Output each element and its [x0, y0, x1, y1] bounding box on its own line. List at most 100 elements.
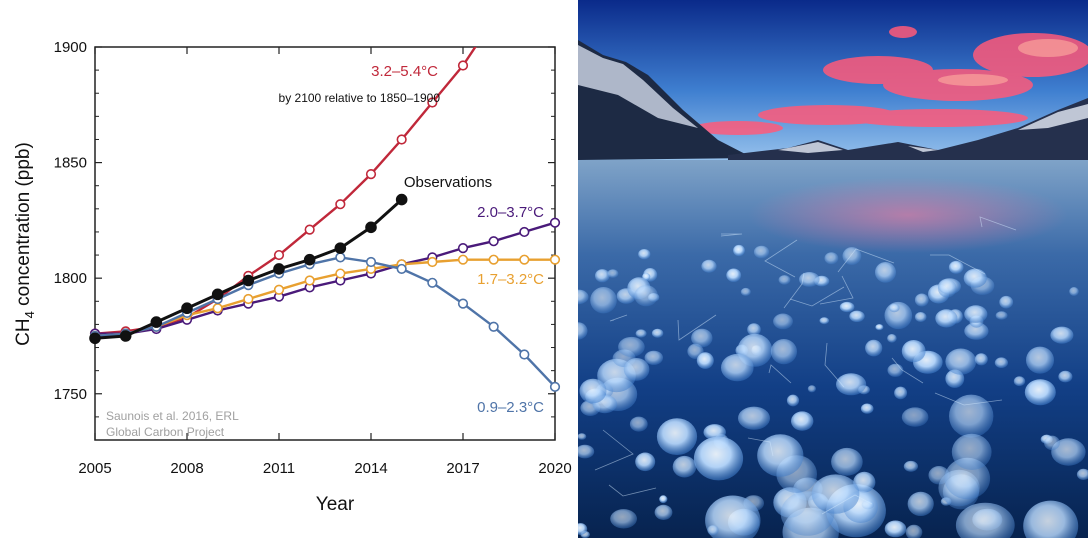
data-point [151, 317, 161, 327]
reflection [748, 177, 1068, 253]
y-axis-label-rest: concentration (ppb) [13, 142, 34, 311]
methane-bubble [889, 304, 900, 312]
methane-bubble [1044, 436, 1060, 451]
source-line-1: Saunois et al. 2016, ERL [106, 409, 239, 423]
data-point [274, 264, 284, 274]
data-point [397, 135, 406, 144]
methane-bubble [836, 373, 866, 395]
methane-bubble [902, 407, 929, 426]
methane-bubble [902, 340, 926, 362]
methane-bubble [999, 296, 1013, 309]
methane-bubble [964, 305, 987, 323]
methane-bubble [995, 357, 1008, 368]
methane-bubble [635, 453, 655, 472]
data-point [551, 255, 560, 264]
data-point [213, 289, 223, 299]
data-point [428, 279, 437, 288]
data-point [520, 255, 529, 264]
methane-bubble [938, 279, 957, 297]
methane-bubble [935, 309, 957, 327]
data-point [489, 237, 498, 246]
x-tick-label: 2005 [78, 460, 111, 477]
methane-bubble [908, 492, 934, 516]
series-label-mid-high: 2.0–3.7°C [477, 204, 544, 221]
series-label-low: 0.9–2.3°C [477, 399, 544, 416]
data-point [305, 276, 314, 285]
chart-subtitle: by 2100 relative to 1850–1900 [279, 91, 441, 105]
data-point [459, 299, 468, 308]
methane-bubble [1014, 376, 1025, 386]
data-point [121, 331, 131, 341]
y-tick-label: 1900 [54, 39, 87, 56]
data-point [397, 265, 406, 274]
methane-bubble [657, 418, 697, 455]
methane-bubble [741, 288, 751, 296]
methane-bubble [904, 461, 918, 472]
methane-bubble [885, 521, 907, 538]
methane-bubble [915, 294, 929, 307]
methane-bubble [771, 339, 797, 364]
methane-bubble [787, 395, 799, 407]
methane-bubble [707, 525, 718, 535]
methane-chart-panel: 2005 2008 2011 2014 2017 2020 1750 1800 1850 1900… [0, 0, 578, 538]
y-tick-label: 1750 [54, 386, 87, 403]
methane-bubble [1069, 287, 1079, 296]
methane-bubble [894, 387, 907, 400]
data-point [366, 222, 376, 232]
data-point [459, 61, 468, 70]
methane-bubble [655, 505, 673, 520]
methane-bubble [799, 272, 820, 287]
data-point [305, 255, 315, 265]
methane-bubble [1050, 327, 1073, 344]
source-line-2: Global Carbon Project [106, 425, 225, 439]
methane-bubble [949, 395, 993, 438]
methane-bubble [607, 269, 618, 278]
data-point [551, 218, 560, 227]
methane-bubble [831, 448, 863, 476]
data-point [489, 15, 498, 24]
methane-bubble [636, 329, 647, 337]
methane-bubble [694, 437, 743, 481]
methane-bubble [721, 354, 754, 381]
methane-bubble [726, 269, 741, 282]
methane-bubble [645, 351, 663, 365]
data-point [459, 255, 468, 264]
data-point [367, 258, 376, 267]
methane-bubble [610, 509, 637, 528]
x-tick-label: 2014 [354, 460, 387, 477]
methane-bubble [652, 329, 663, 338]
y-tick-label: 1800 [54, 270, 87, 287]
methane-bubble [915, 312, 927, 322]
methane-bubble [849, 311, 864, 322]
methane-bubble [996, 311, 1008, 319]
series-label-high: 3.2–5.4°C [371, 63, 438, 80]
methane-bubble [1058, 371, 1072, 383]
data-point [520, 350, 529, 359]
methane-bubble [590, 287, 617, 313]
series-label-mid-low: 1.7–3.2°C [477, 271, 544, 288]
methane-bubble [754, 246, 769, 259]
methane-bubble [964, 269, 987, 288]
methane-bubble [691, 329, 712, 348]
methane-bubble [861, 404, 874, 414]
methane-bubble [638, 249, 650, 259]
data-point [335, 243, 345, 253]
methane-bubble [1026, 347, 1054, 374]
y-axis-label: CH4 concentration (ppb) [13, 142, 37, 346]
methane-bubble [1025, 379, 1056, 405]
methane-bubble [791, 411, 813, 430]
methane-chart: 2005 2008 2011 2014 2017 2020 1750 1800 1850 1900… [0, 0, 578, 538]
data-point [243, 275, 253, 285]
methane-bubble [952, 434, 992, 470]
x-tick-label: 2011 [263, 460, 295, 477]
series-label-observations: Observations [404, 174, 492, 191]
data-point [305, 225, 314, 234]
x-tick-label: 2017 [446, 460, 479, 477]
methane-bubble [812, 474, 860, 513]
x-tick-label: 2020 [538, 460, 571, 477]
methane-bubble [825, 252, 839, 264]
methane-bubble [701, 260, 716, 273]
methane-bubble [888, 364, 904, 377]
methane-bubble [673, 456, 697, 478]
methane-bubble [624, 358, 650, 381]
